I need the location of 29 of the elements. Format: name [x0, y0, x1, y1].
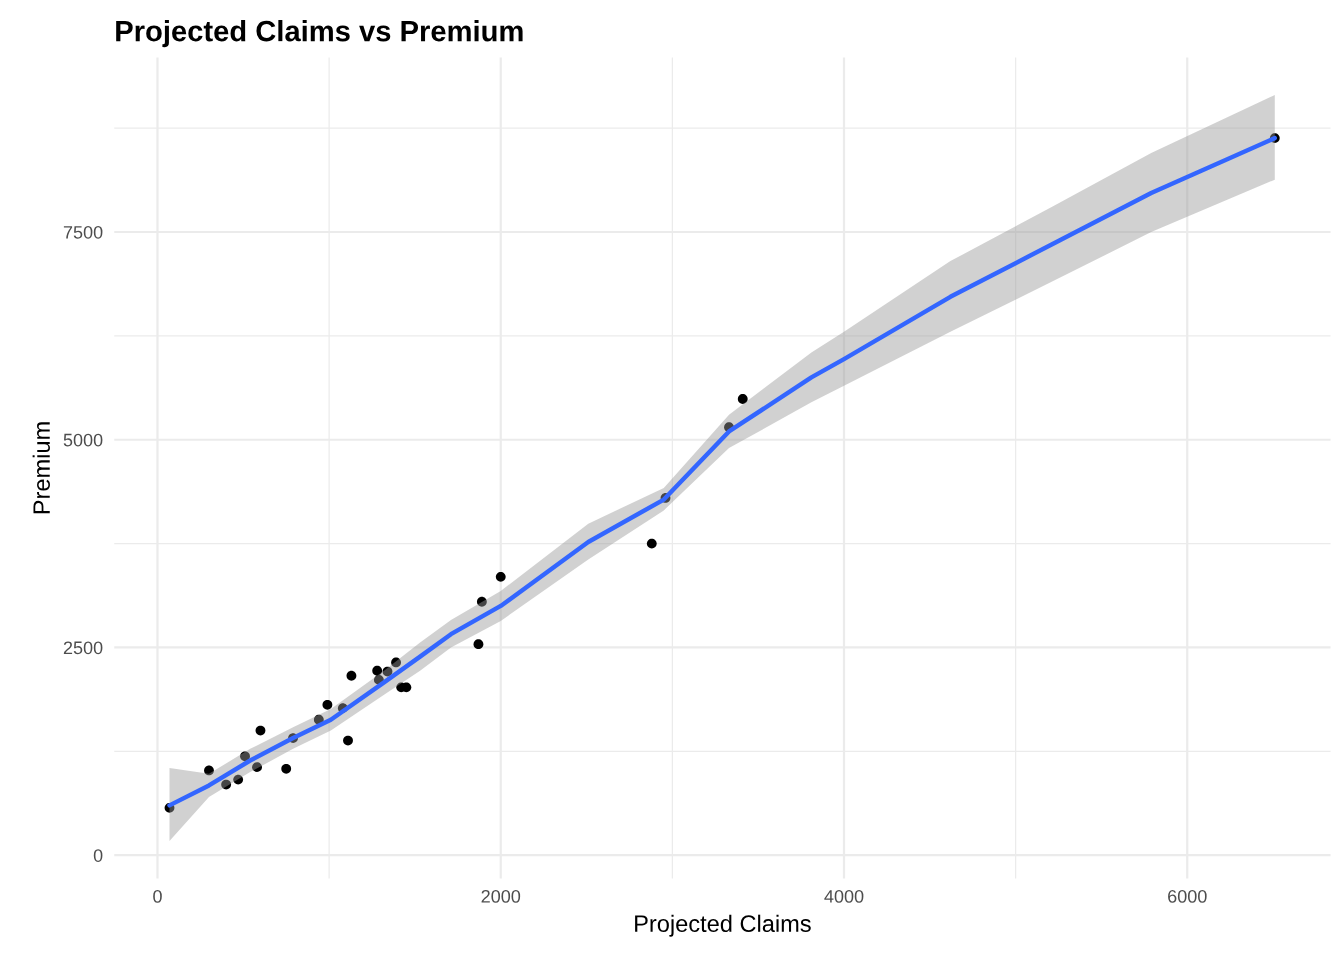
y-tick-label: 7500 [63, 225, 103, 239]
point [252, 762, 262, 773]
chart-title: Projected Claims vs Premium [116, 20, 523, 48]
point [473, 639, 484, 650]
point [322, 699, 333, 710]
point [204, 765, 214, 776]
y-tick-label: 5000 [63, 433, 103, 447]
point [240, 751, 250, 762]
point [391, 657, 401, 668]
point [646, 538, 657, 549]
point [255, 725, 266, 736]
x-axis-title: Projected Claims [635, 914, 811, 937]
point [281, 763, 292, 774]
point [233, 774, 244, 785]
x-tick-label: 2000 [481, 889, 521, 903]
x-tick-label: 6000 [1168, 889, 1207, 903]
x-tick-label: 4000 [824, 889, 864, 903]
point [737, 394, 748, 404]
point [346, 670, 357, 681]
point [495, 571, 506, 582]
y-tick-label: 0 [93, 849, 103, 862]
y-tick-label: 2500 [63, 641, 103, 655]
point [476, 596, 487, 607]
point [372, 665, 383, 676]
y-axis-title: Premium [32, 422, 50, 514]
point [343, 735, 353, 746]
x-tick-label: 0 [153, 889, 162, 903]
point [382, 666, 393, 677]
point [221, 779, 232, 790]
